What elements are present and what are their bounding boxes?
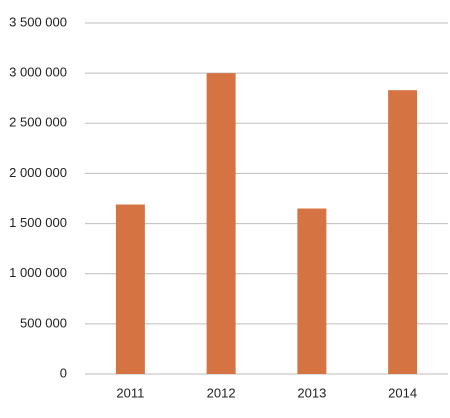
bar xyxy=(206,73,236,375)
y-tick-label: 3 500 000 xyxy=(9,14,67,29)
y-tick-label: 1 000 000 xyxy=(9,265,67,280)
y-tick-label: 500 000 xyxy=(20,315,67,330)
y-tick-label: 3 000 000 xyxy=(9,65,67,80)
bar xyxy=(388,90,418,374)
x-tick-label: 2011 xyxy=(116,385,144,400)
x-tick-label: 2014 xyxy=(388,385,417,400)
y-tick-label: 0 xyxy=(60,365,67,380)
y-tick-label: 1 500 000 xyxy=(9,215,67,230)
bar xyxy=(115,204,145,374)
x-tick-label: 2012 xyxy=(207,385,236,400)
bar xyxy=(297,208,327,374)
x-tick-label: 2013 xyxy=(297,385,326,400)
y-tick-label: 2 500 000 xyxy=(9,115,67,130)
y-tick-label: 2 000 000 xyxy=(9,165,67,180)
